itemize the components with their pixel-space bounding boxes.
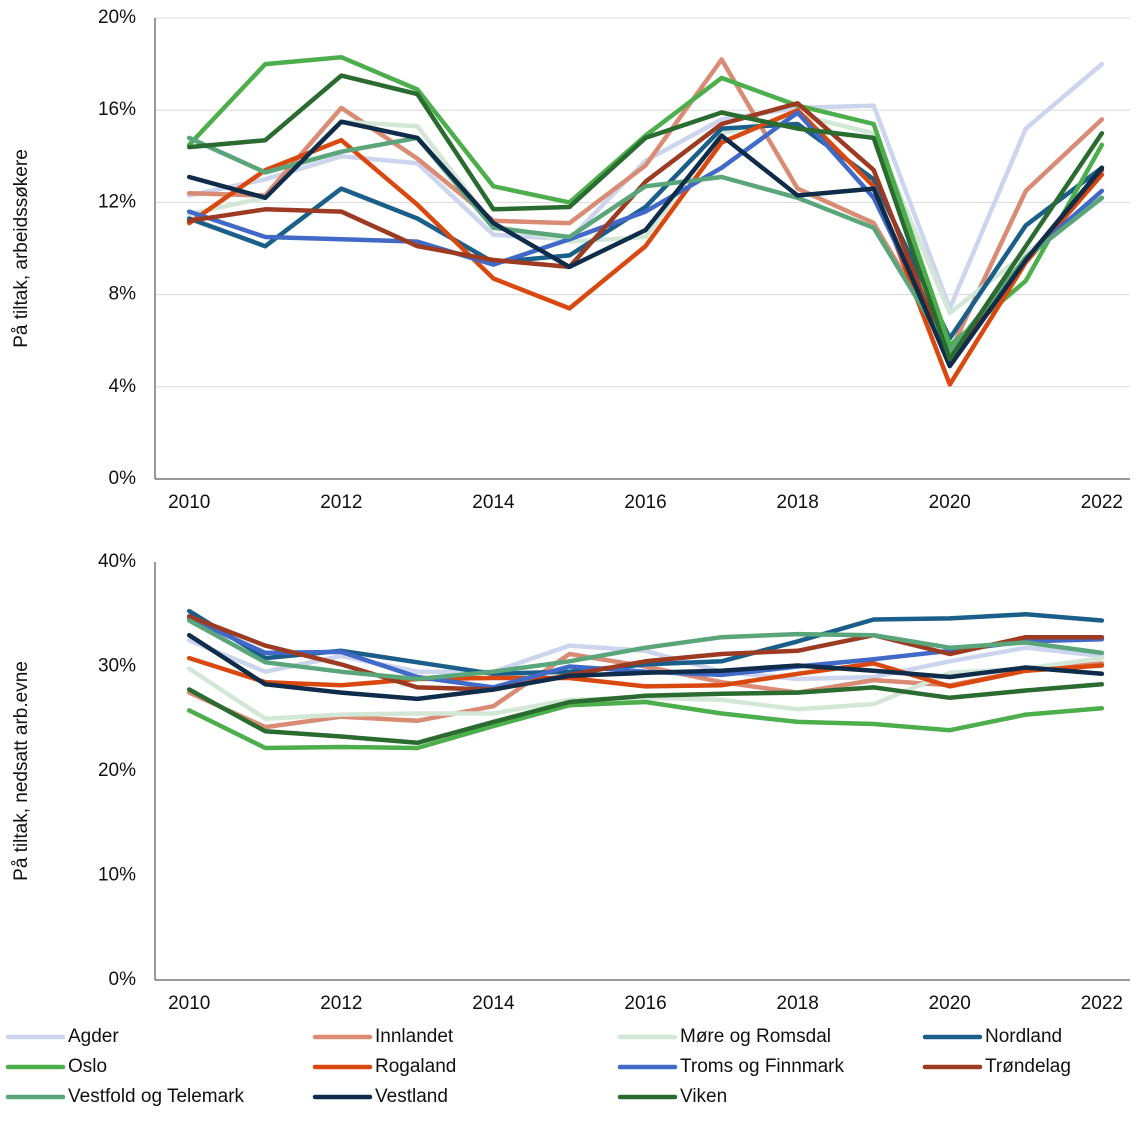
- y-tick-label: 20%: [98, 760, 136, 781]
- series-line: [186, 119, 1105, 369]
- y-tick-label: 10%: [98, 865, 136, 886]
- x-tick-label: 2018: [777, 993, 819, 1014]
- x-tick-label: 2022: [1081, 993, 1123, 1014]
- series-line: [186, 638, 1105, 682]
- y-tick-label: 40%: [98, 551, 136, 572]
- x-tick-label: 2010: [168, 993, 210, 1014]
- y-tick-label: 0%: [109, 468, 137, 489]
- y-tick-label: 30%: [98, 656, 136, 677]
- legend-label: Rogaland: [375, 1056, 456, 1077]
- legend-label: Agder: [68, 1026, 119, 1047]
- x-tick-label: 2014: [472, 993, 515, 1014]
- legend-label: Vestland: [375, 1086, 448, 1107]
- series-line: [186, 608, 1105, 677]
- legend-label: Trøndelag: [985, 1056, 1071, 1077]
- x-tick-label: 2010: [168, 492, 210, 513]
- x-tick-label: 2012: [320, 993, 362, 1014]
- legend-label: Nordland: [985, 1026, 1062, 1047]
- y-tick-label: 20%: [98, 7, 136, 28]
- x-tick-label: 2020: [929, 492, 971, 513]
- series-line: [186, 107, 1105, 387]
- y-tick-label: 0%: [109, 969, 137, 990]
- legend-label: Oslo: [68, 1056, 107, 1077]
- series-line: [186, 632, 1105, 702]
- legend-label: Innlandet: [375, 1026, 454, 1047]
- y-axis-label: På tiltak, arbeidssøkere: [11, 149, 32, 348]
- x-tick-label: 2022: [1081, 492, 1123, 513]
- legend-label: Vestfold og Telemark: [68, 1086, 245, 1107]
- x-tick-label: 2012: [320, 492, 362, 513]
- series-line: [186, 614, 1105, 692]
- series-line: [186, 618, 1105, 682]
- x-tick-label: 2020: [929, 993, 971, 1014]
- series-line: [186, 682, 1105, 746]
- x-tick-label: 2014: [472, 492, 515, 513]
- y-tick-label: 16%: [98, 99, 136, 120]
- series-line: [186, 699, 1105, 751]
- x-tick-label: 2018: [777, 492, 819, 513]
- legend-label: Troms og Finnmark: [680, 1056, 844, 1077]
- legend-label: Møre og Romsdal: [680, 1026, 831, 1047]
- y-axis-label: På tiltak, nedsatt arb.evne: [11, 661, 32, 881]
- series-line: [186, 73, 1105, 362]
- y-tick-label: 8%: [109, 284, 137, 305]
- x-tick-label: 2016: [624, 492, 666, 513]
- legend-label: Viken: [680, 1086, 727, 1107]
- y-tick-label: 12%: [98, 191, 136, 212]
- x-tick-label: 2016: [624, 993, 666, 1014]
- series-line: [186, 655, 1105, 689]
- y-tick-label: 4%: [109, 376, 137, 397]
